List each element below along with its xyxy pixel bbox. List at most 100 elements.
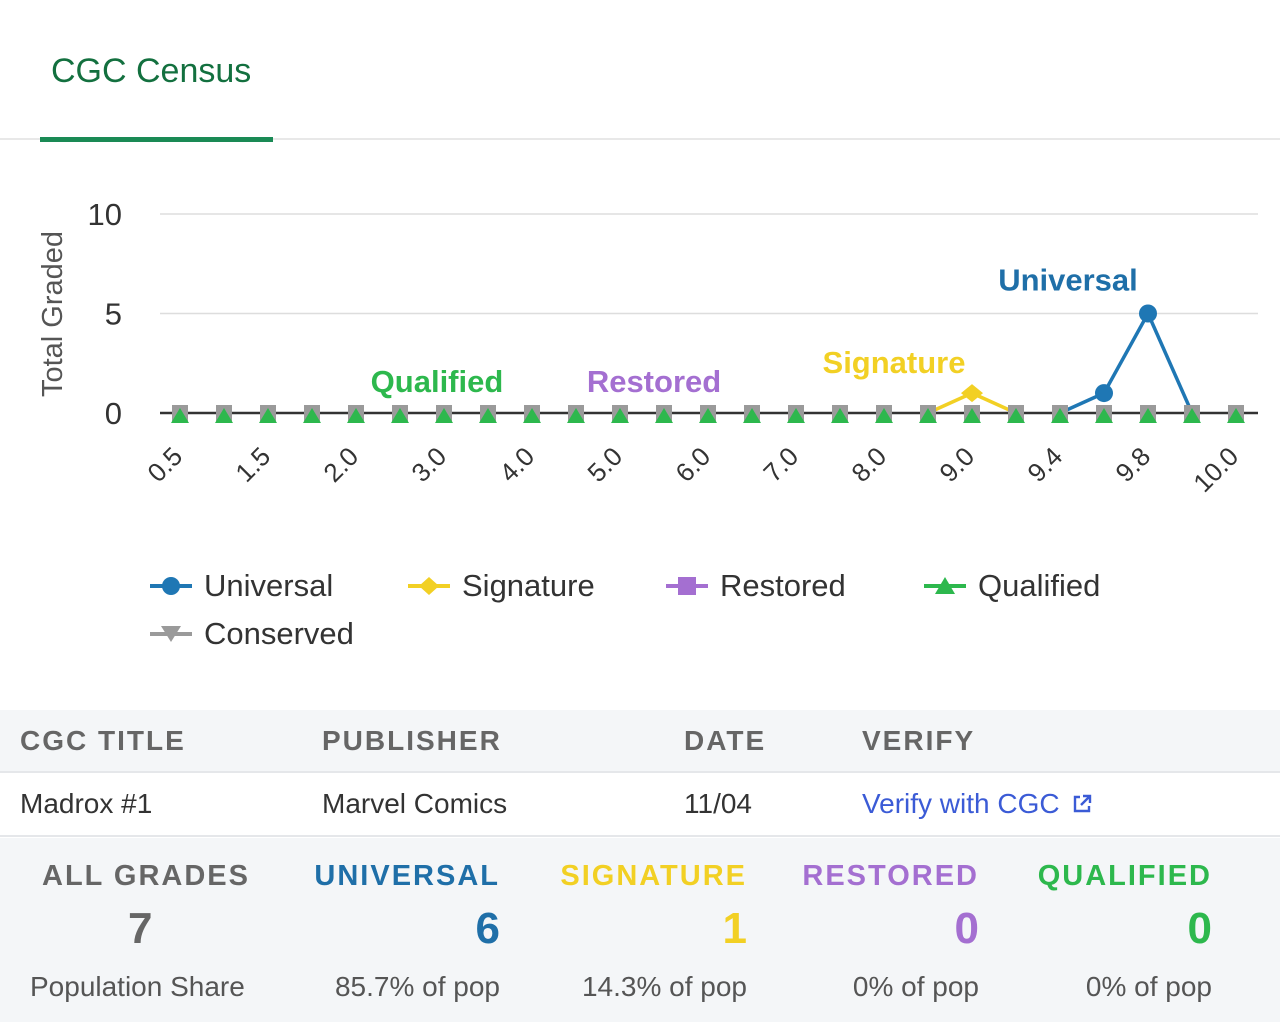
tab-label: CGC Census (51, 52, 252, 90)
stat-value: 6 (475, 904, 500, 953)
data-point-qualified (523, 408, 541, 423)
header-cgc-title: CGC TITLE (20, 725, 186, 756)
stat-label: RESTORED (802, 860, 979, 892)
series-label-restored: Restored (587, 364, 721, 399)
tab-bar: CGC Census (0, 0, 1280, 142)
x-tick-label: 9.4 (1021, 441, 1068, 488)
stat-sub: 0% of pop (852, 971, 979, 1002)
data-point-qualified (303, 408, 321, 423)
data-point-qualified (787, 408, 805, 423)
series-line-universal (1102, 312, 1150, 394)
x-tick-label: 0.5 (141, 441, 188, 488)
data-point-qualified (215, 408, 233, 423)
data-point-qualified (171, 408, 189, 423)
x-tick-label: 6.0 (669, 441, 716, 488)
data-point-qualified (963, 408, 981, 423)
legend-symbol-restored (666, 577, 708, 595)
stat-value: 7 (128, 904, 153, 953)
legend-label: Conserved (204, 616, 354, 651)
table-header: CGC TITLE PUBLISHER DATE VERIFY (0, 710, 1280, 773)
data-point-universal (1095, 384, 1113, 403)
x-tick-label: 7.0 (757, 441, 804, 488)
data-point-qualified (391, 408, 409, 423)
data-point-qualified (567, 408, 585, 423)
stat-sub: Population Share (30, 971, 245, 1002)
legend-symbol-universal (150, 577, 192, 595)
y-tick-label: 5 (105, 297, 122, 332)
y-axis-label: Total Graded (37, 231, 69, 397)
data-point-qualified (435, 408, 453, 423)
verify-link-label: Verify with CGC (862, 788, 1060, 819)
series-label-signature: Signature (823, 345, 966, 380)
data-point-qualified (259, 408, 277, 423)
external-link-icon (1073, 794, 1091, 813)
population-stats: ALL GRADES 7 Population Share UNIVERSAL … (0, 838, 1280, 1022)
legend-item-signature[interactable]: Signature (408, 568, 595, 604)
legend-item-restored[interactable]: Restored (666, 568, 846, 604)
data-point-qualified (1095, 408, 1113, 423)
data-point-universal (1139, 304, 1157, 323)
stat-sub: 14.3% of pop (581, 971, 747, 1002)
stat-signature: SIGNATURE 1 14.3% of pop (497, 838, 747, 1022)
data-point-qualified (1007, 408, 1025, 423)
data-point-qualified (1227, 408, 1245, 423)
data-point-qualified (655, 408, 673, 423)
x-tick-label: 5.0 (581, 441, 628, 488)
x-tick-label: 2.0 (317, 441, 364, 488)
legend-label: Universal (204, 568, 334, 603)
data-point-qualified (743, 408, 761, 423)
stat-label: QUALIFIED (1037, 860, 1212, 892)
x-tick-label: 9.8 (1109, 441, 1156, 488)
table-row: Madrox #1 Marvel Comics 11/04 Verify wit… (0, 773, 1280, 837)
tab-cgc-census[interactable]: CGC Census (40, 0, 273, 142)
legend-symbol-signature (408, 577, 450, 595)
data-point-qualified (875, 408, 893, 423)
header-verify: VERIFY (862, 725, 976, 756)
data-point-qualified (919, 408, 937, 423)
cell-date: 11/04 (684, 788, 752, 819)
stat-universal: UNIVERSAL 6 85.7% of pop (250, 838, 500, 1022)
legend-label: Qualified (978, 568, 1101, 603)
legend-item-universal[interactable]: Universal (150, 568, 333, 604)
data-point-qualified (831, 408, 849, 423)
stat-value: 0 (1187, 904, 1212, 953)
x-tick-label: 1.5 (229, 441, 276, 488)
stat-all-grades: ALL GRADES 7 Population Share (30, 838, 280, 1022)
series-label-qualified: Qualified (371, 364, 504, 399)
legend-label: Restored (720, 568, 846, 603)
stat-restored: RESTORED 0 0% of pop (729, 838, 979, 1022)
stat-value: 0 (954, 904, 979, 953)
stat-label: ALL GRADES (42, 860, 250, 892)
data-point-qualified (479, 408, 497, 423)
header-publisher: PUBLISHER (322, 725, 502, 756)
legend-symbol-qualified (924, 577, 966, 594)
legend-label: Signature (462, 568, 595, 603)
data-point-qualified (1139, 408, 1157, 423)
x-tick-label: 9.0 (933, 441, 980, 488)
stat-sub: 0% of pop (1085, 971, 1212, 1002)
x-tick-label: 10.0 (1187, 441, 1244, 498)
data-point-qualified (1051, 408, 1069, 423)
stat-value: 1 (722, 904, 747, 953)
legend-symbol-conserved (150, 626, 192, 642)
verify-with-cgc-link[interactable]: Verify with CGC (862, 788, 1094, 820)
data-point-signature (961, 384, 983, 403)
stat-qualified: QUALIFIED 0 0% of pop (962, 838, 1212, 1022)
series-label-universal: Universal (998, 263, 1138, 298)
stat-sub: 85.7% of pop (334, 971, 500, 1002)
cell-publisher: Marvel Comics (322, 788, 508, 819)
header-date: DATE (684, 725, 767, 756)
active-tab-indicator (40, 137, 273, 142)
legend-item-conserved[interactable]: Conserved (150, 616, 354, 652)
data-point-qualified (1183, 408, 1201, 423)
series-line-universal (1146, 312, 1194, 414)
census-chart: 0 5 10 Total Graded 0.5 1.5 2.0 3.0 4.0 5.0 6.0 7.0… (37, 197, 1258, 498)
data-point-qualified (347, 408, 365, 423)
stat-label: UNIVERSAL (314, 860, 500, 892)
x-tick-label: 8.0 (845, 441, 892, 488)
x-tick-label: 3.0 (405, 441, 452, 488)
cell-title: Madrox #1 (20, 788, 153, 819)
y-tick-label: 10 (88, 197, 122, 232)
legend-item-qualified[interactable]: Qualified (924, 568, 1100, 604)
stat-label: SIGNATURE (560, 860, 747, 892)
